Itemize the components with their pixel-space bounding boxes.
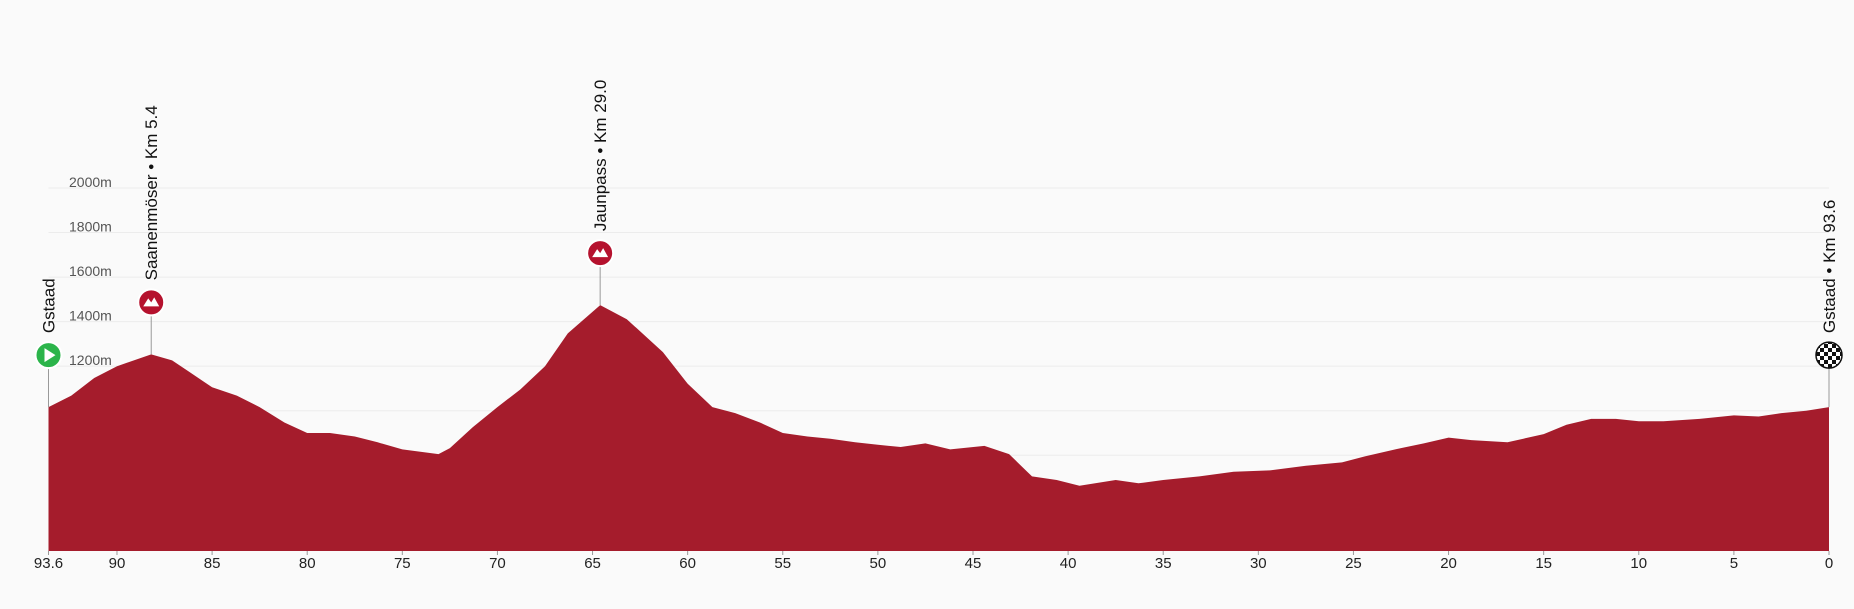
y-tick-label: 1200m [69, 352, 112, 368]
finish-icon [1815, 341, 1843, 369]
x-tick-label: 65 [584, 555, 601, 572]
marker-label: Saanenmöser • Km 5.4 [142, 105, 161, 280]
marker: Jaunpass • Km 29.0 [586, 80, 615, 306]
y-tick-label: 1400m [69, 308, 112, 324]
x-tick-label: 5 [1730, 555, 1738, 572]
y-tick-label: 1800m [69, 219, 112, 235]
x-tick-label: 60 [679, 555, 696, 572]
marker: Saanenmöser • Km 5.4 [137, 105, 166, 355]
marker-label: Jaunpass • Km 29.0 [591, 80, 610, 231]
x-tick-label: 80 [299, 555, 316, 572]
marker: Gstaad [34, 278, 63, 408]
x-tick-label: 85 [204, 555, 221, 572]
x-tick-label: 55 [774, 555, 791, 572]
x-tick-label: 35 [1155, 555, 1172, 572]
x-tick-label: 90 [109, 555, 126, 572]
elevation-area [48, 305, 1829, 551]
x-tick-label: 20 [1440, 555, 1457, 572]
x-tick-label: 45 [965, 555, 982, 572]
mountain [143, 297, 160, 307]
x-tick-label: 15 [1535, 555, 1552, 572]
x-tick-label: 0 [1825, 555, 1833, 572]
mountain [592, 248, 609, 258]
x-tick-label: 50 [870, 555, 887, 572]
x-tick-label: 75 [394, 555, 411, 572]
x-tick-label: 93.6 [34, 555, 63, 572]
marker-label: Gstaad [40, 278, 59, 333]
x-tick-label: 70 [489, 555, 506, 572]
start-arrow [44, 348, 56, 363]
y-tick-label: 2000m [69, 174, 112, 190]
marker: Gstaad • Km 93.6 [1815, 200, 1843, 408]
y-tick-label: 1600m [69, 263, 112, 279]
x-tick-label: 10 [1630, 555, 1647, 572]
x-tick-label: 25 [1345, 555, 1362, 572]
marker-label: Gstaad • Km 93.6 [1820, 200, 1839, 334]
x-tick-label: 30 [1250, 555, 1267, 572]
x-tick-label: 40 [1060, 555, 1077, 572]
